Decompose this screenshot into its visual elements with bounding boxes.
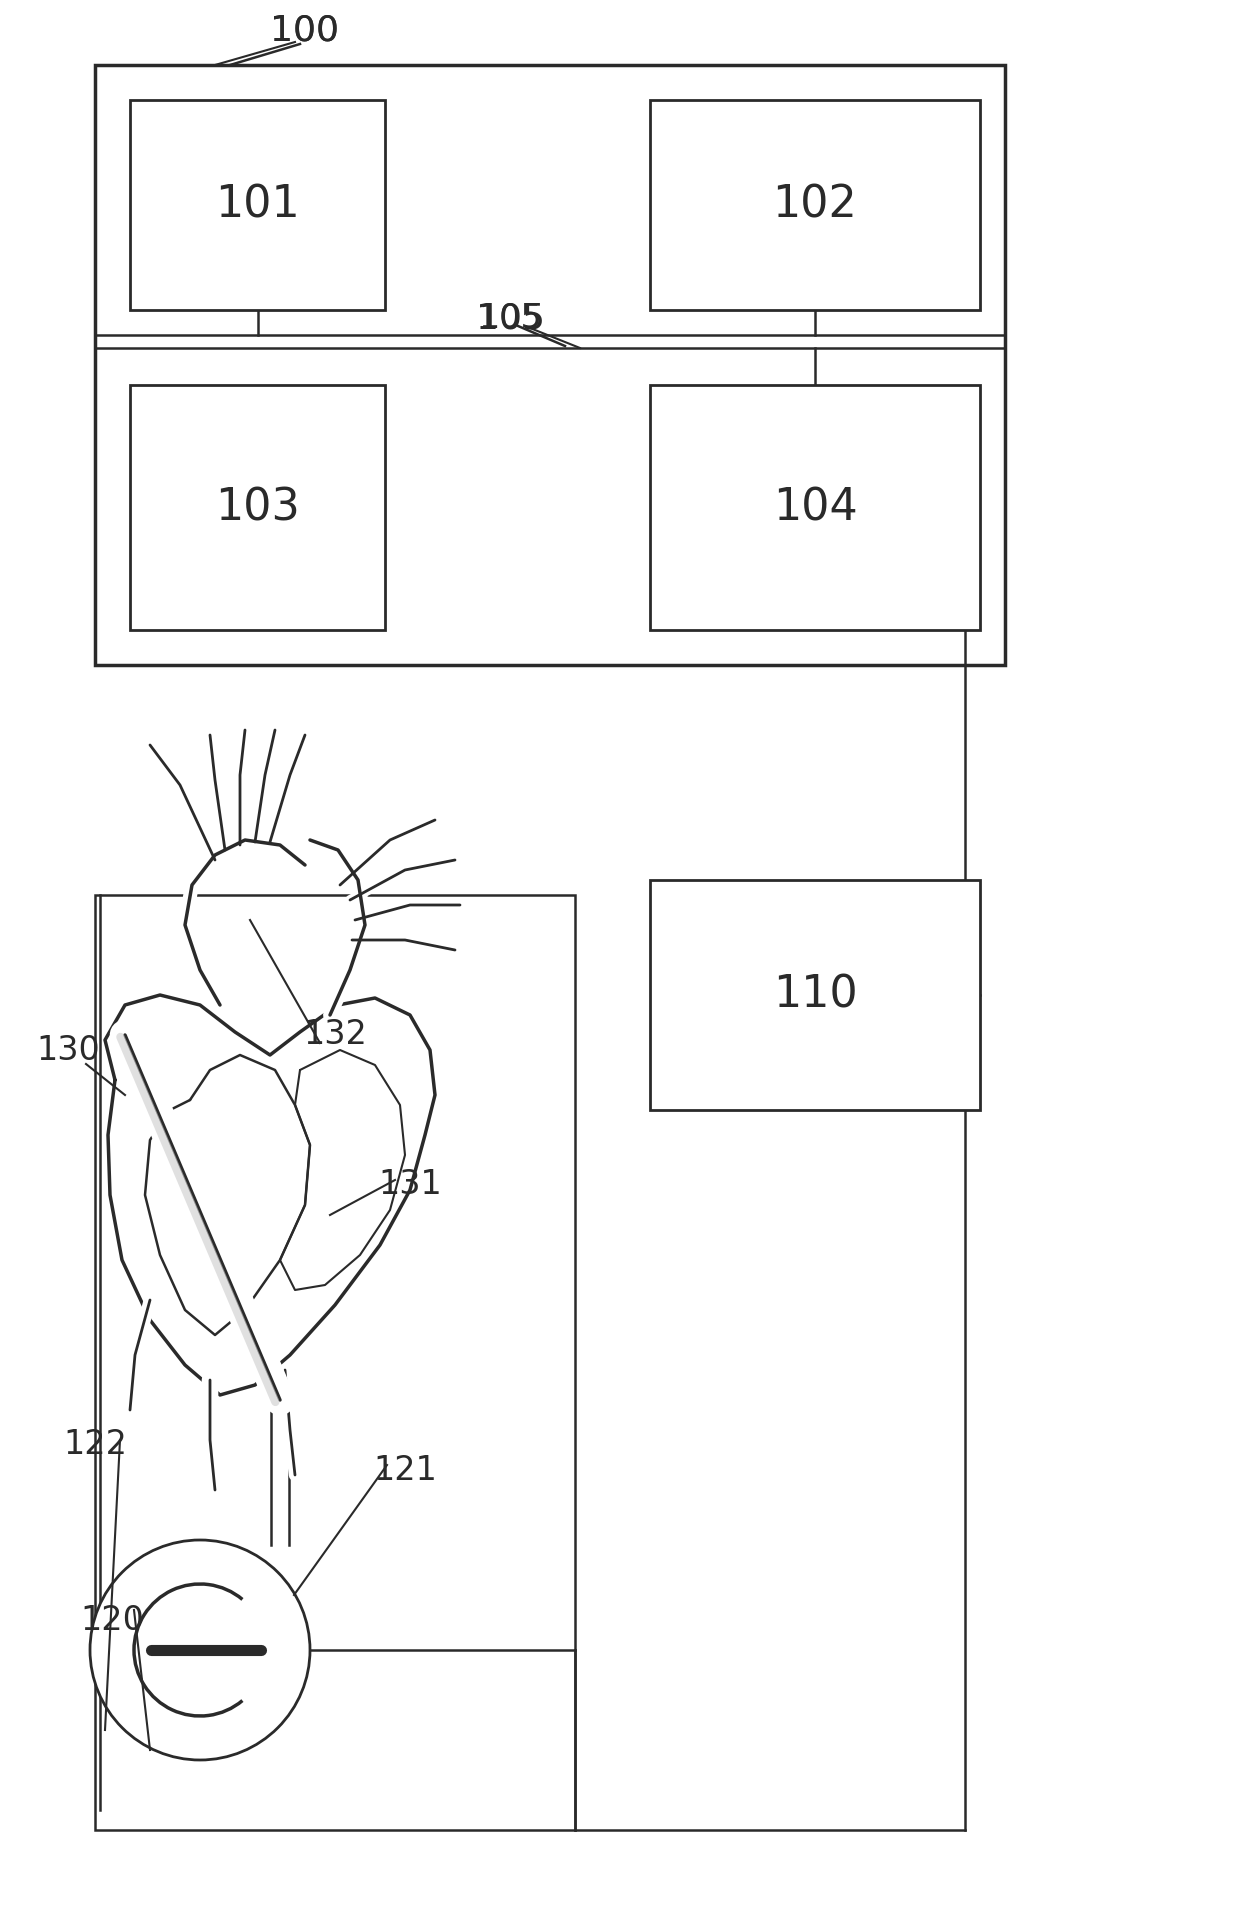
Text: 122: 122 (63, 1429, 126, 1462)
Bar (95, 65, 1004, 665)
Text: 100: 100 (270, 13, 340, 48)
Text: 121: 121 (373, 1454, 436, 1487)
Bar (650, 879, 980, 1109)
Text: 105: 105 (479, 301, 542, 335)
Bar (95, 895, 575, 1830)
Bar (650, 385, 980, 630)
Bar (130, 100, 384, 310)
Bar (130, 385, 384, 630)
Text: 101: 101 (215, 184, 300, 226)
Text: 100: 100 (270, 13, 340, 48)
Circle shape (91, 1540, 310, 1761)
Text: 132: 132 (303, 1019, 367, 1052)
Text: 105: 105 (475, 301, 544, 335)
Text: 120: 120 (81, 1604, 144, 1636)
Text: 104: 104 (773, 487, 857, 529)
Text: 103: 103 (215, 487, 300, 529)
Text: 130: 130 (36, 1033, 100, 1067)
Bar (650, 100, 980, 310)
Text: 131: 131 (378, 1169, 441, 1201)
Text: 110: 110 (773, 973, 857, 1017)
Text: 102: 102 (773, 184, 857, 226)
